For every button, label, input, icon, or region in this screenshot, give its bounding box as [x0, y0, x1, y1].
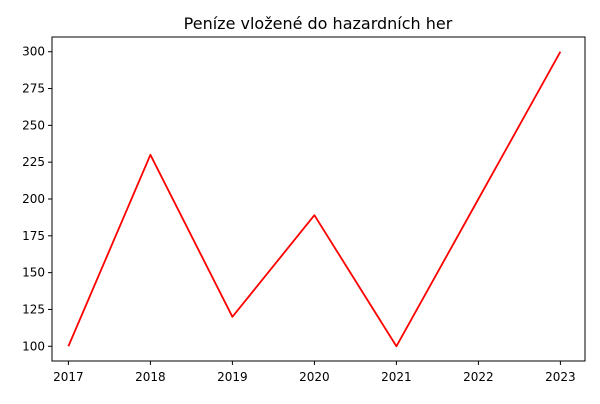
x-tick-label: 2019: [217, 370, 248, 384]
x-tick-label: 2017: [53, 370, 84, 384]
y-tick-label: 275: [22, 82, 45, 96]
plot-area: 100 125 150 175 200 225 250 275 300 2017 2018 2019 2…: [22, 36, 586, 384]
y-tick-label: 100: [22, 339, 45, 353]
x-tick-label: 2021: [381, 370, 412, 384]
y-tick-label: 125: [22, 302, 45, 316]
x-tick-label: 2018: [135, 370, 166, 384]
y-tick-label: 150: [22, 266, 45, 280]
x-tick-label: 2020: [299, 370, 330, 384]
series-line: [67, 51, 562, 348]
chart-title: Peníze vložené do hazardních her: [184, 14, 453, 33]
y-tick-label: 175: [22, 229, 45, 243]
y-tick-label: 300: [22, 45, 45, 59]
y-tick-label: 225: [22, 155, 45, 169]
y-tick-label: 250: [22, 118, 45, 132]
x-tick-label: 2022: [463, 370, 494, 384]
x-tick-label: 2023: [545, 370, 576, 384]
y-tick-label: 200: [22, 192, 45, 206]
